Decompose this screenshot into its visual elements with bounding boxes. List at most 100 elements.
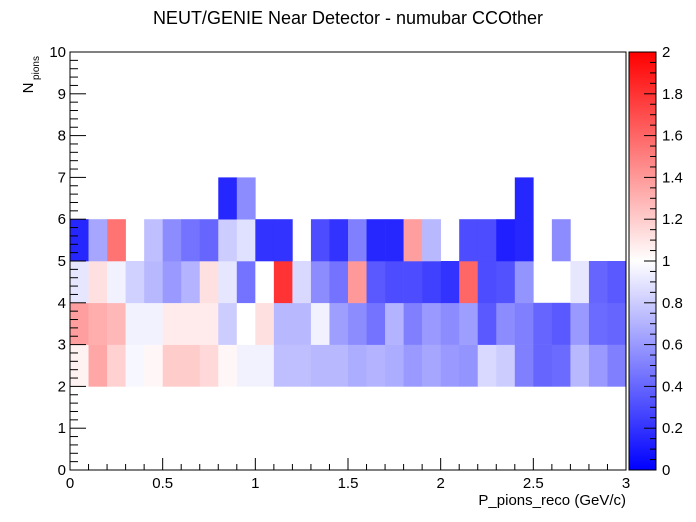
heatmap-cell	[310, 302, 330, 345]
x-tick-label: 2	[436, 475, 444, 492]
heatmap-cell	[162, 261, 182, 304]
x-axis: 0 0.5 1 1.5 2 2.5 3	[66, 458, 630, 492]
heatmap-cell	[310, 219, 330, 262]
heatmap-cell	[107, 344, 126, 387]
y-tick-label: 7	[58, 169, 66, 186]
heatmap-cell	[236, 344, 256, 387]
heatmap-cell	[236, 177, 256, 220]
heatmap-cell	[273, 261, 293, 304]
heatmap-cell	[422, 219, 441, 262]
heatmap-cell	[477, 219, 497, 262]
y-tick-label: 5	[58, 253, 66, 270]
x-tick-label: 1	[251, 475, 259, 492]
x-axis-title: P_pions_reco (GeV/c)	[478, 492, 626, 509]
heatmap-cell	[236, 261, 256, 304]
heatmap-cell	[218, 261, 238, 304]
x-tick-label: 1.5	[338, 475, 359, 492]
heatmap-cell	[70, 344, 89, 387]
heatmap-cell	[88, 261, 108, 304]
y-tick-label: 6	[58, 211, 66, 228]
heatmap-cell	[514, 344, 534, 387]
x-tick-label: 3	[622, 475, 630, 492]
heatmap-cell	[329, 261, 349, 304]
heatmap-cell	[440, 302, 460, 345]
heatmap-cell	[459, 302, 479, 345]
heatmap-cell	[496, 219, 516, 262]
color-scale-tick-label: 0.6	[662, 337, 683, 354]
y-axis-title: N pions	[20, 56, 42, 93]
heatmap-cell	[107, 219, 126, 262]
heatmap-cell	[440, 261, 460, 304]
heatmap-cell	[440, 344, 460, 387]
heatmap-cell	[292, 302, 312, 345]
y-axis: 0 1 2 3 4 5 6 7 8 9 10	[49, 44, 86, 479]
heatmap-cell	[514, 261, 534, 304]
heatmap-cell	[459, 219, 479, 262]
color-scale-ticks: 0 0.2 0.4 0.6 0.8 1 1.2 1.4 1.6 1.8 2	[644, 44, 683, 479]
heatmap-cell	[310, 344, 330, 387]
heatmap-cell	[218, 344, 238, 387]
heatmap-cell	[181, 219, 201, 262]
color-scale-tick-label: 0	[662, 462, 670, 479]
heatmap-cell	[366, 344, 386, 387]
heatmap-cell	[144, 219, 163, 262]
color-scale-tick-label: 0.4	[662, 378, 683, 395]
heatmap-cell	[273, 219, 293, 262]
heatmap-cell	[570, 344, 590, 387]
heatmap-cell	[162, 302, 182, 345]
heatmap-cell	[107, 261, 126, 304]
heatmap-cell	[477, 302, 497, 345]
heatmap-cell	[588, 344, 608, 387]
heatmap-cell	[181, 344, 201, 387]
color-scale-tick-label: 2	[662, 44, 670, 61]
heatmap-cell	[310, 261, 330, 304]
heatmap-cells	[70, 177, 627, 387]
heatmap-cell	[385, 302, 404, 345]
heatmap-cell	[403, 344, 423, 387]
y-axis-title-main: N	[20, 83, 37, 94]
heatmap-cell	[255, 344, 275, 387]
heatmap-cell	[514, 219, 534, 262]
heatmap-cell	[551, 344, 571, 387]
heatmap-cell	[162, 344, 182, 387]
heatmap-cell	[607, 261, 627, 304]
heatmap-cell	[329, 219, 349, 262]
color-scale-tick-label: 1.8	[662, 86, 683, 103]
heatmap-cell	[588, 261, 608, 304]
heatmap-cell	[348, 344, 367, 387]
heatmap-cell	[273, 344, 293, 387]
heatmap-cell	[255, 302, 275, 345]
color-scale-tick-label: 0.8	[662, 295, 683, 312]
heatmap-cell	[70, 302, 89, 345]
heatmap-cell	[199, 302, 219, 345]
heatmap-cell	[199, 344, 219, 387]
heatmap-cell	[88, 344, 108, 387]
y-tick-label: 3	[58, 337, 66, 354]
color-scale-tick-label: 0.2	[662, 420, 683, 437]
heatmap-cell	[88, 302, 108, 345]
heatmap-cell	[403, 302, 423, 345]
y-tick-label: 9	[58, 86, 66, 103]
heatmap-cell	[144, 344, 163, 387]
heatmap-cell	[588, 302, 608, 345]
heatmap-cell	[181, 302, 201, 345]
heatmap-cell	[70, 261, 89, 304]
heatmap-cell	[570, 302, 590, 345]
heatmap-cell	[348, 261, 367, 304]
heatmap-cell	[366, 261, 386, 304]
heatmap-cell	[144, 302, 163, 345]
heatmap-cell	[459, 344, 479, 387]
heatmap-cell	[366, 219, 386, 262]
heatmap-cell	[348, 302, 367, 345]
heatmap-cell	[403, 219, 423, 262]
heatmap-cell	[162, 219, 182, 262]
heatmap-cell	[385, 219, 404, 262]
heatmap-cell	[329, 344, 349, 387]
heatmap-cell	[607, 344, 627, 387]
y-tick-label: 0	[58, 462, 66, 479]
y-tick-label: 1	[58, 420, 66, 437]
heatmap-cell	[533, 344, 553, 387]
color-scale-bar: 0 0.2 0.4 0.6 0.8 1 1.2 1.4 1.6 1.8 2	[628, 44, 683, 479]
heatmap-cell	[514, 177, 534, 220]
